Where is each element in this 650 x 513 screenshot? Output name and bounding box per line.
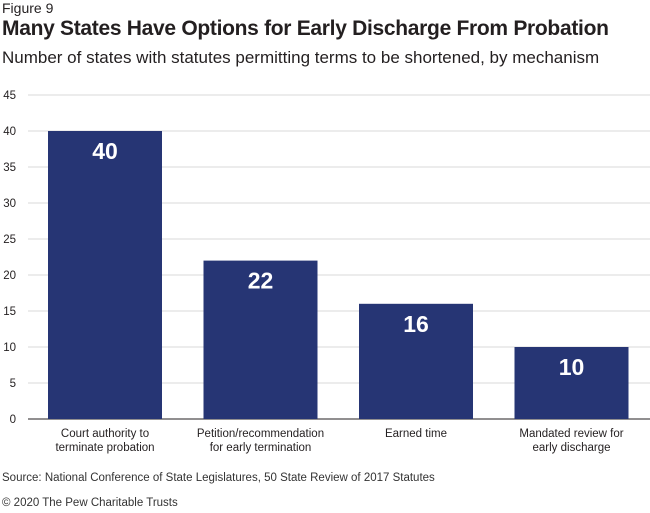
y-tick-label: 30 [3,198,16,210]
y-tick-label: 0 [10,414,16,426]
bar [48,131,162,419]
data-label: 10 [559,354,585,380]
y-tick-label: 35 [3,162,16,174]
data-label: 22 [248,268,274,294]
data-label: 40 [92,138,118,164]
y-tick-label: 25 [3,234,16,246]
figure-label: Figure 9 [2,0,54,16]
y-tick-label: 40 [3,126,16,138]
x-tick-label: Earned time [385,428,447,440]
data-label: 16 [403,311,429,337]
y-tick-label: 10 [3,342,16,354]
y-tick-label: 20 [3,270,16,282]
y-tick-label: 45 [3,90,16,102]
x-tick-label: Petition/recommendation for early termina… [197,428,324,454]
source-note: Source: National Conference of State Leg… [2,472,435,484]
copyright-note: © 2020 The Pew Charitable Trusts [2,497,178,509]
chart-title: Many States Have Options for Early Disch… [2,17,609,40]
x-tick-label: Mandated review for early discharge [519,428,623,454]
y-tick-label: 15 [3,306,16,318]
bar [203,260,318,419]
chart-subtitle: Number of states with statutes permittin… [2,48,600,67]
x-tick-label: Court authority to terminate probation [55,428,154,454]
bar [514,347,629,419]
bar [359,303,473,419]
y-tick-label: 5 [10,378,16,390]
